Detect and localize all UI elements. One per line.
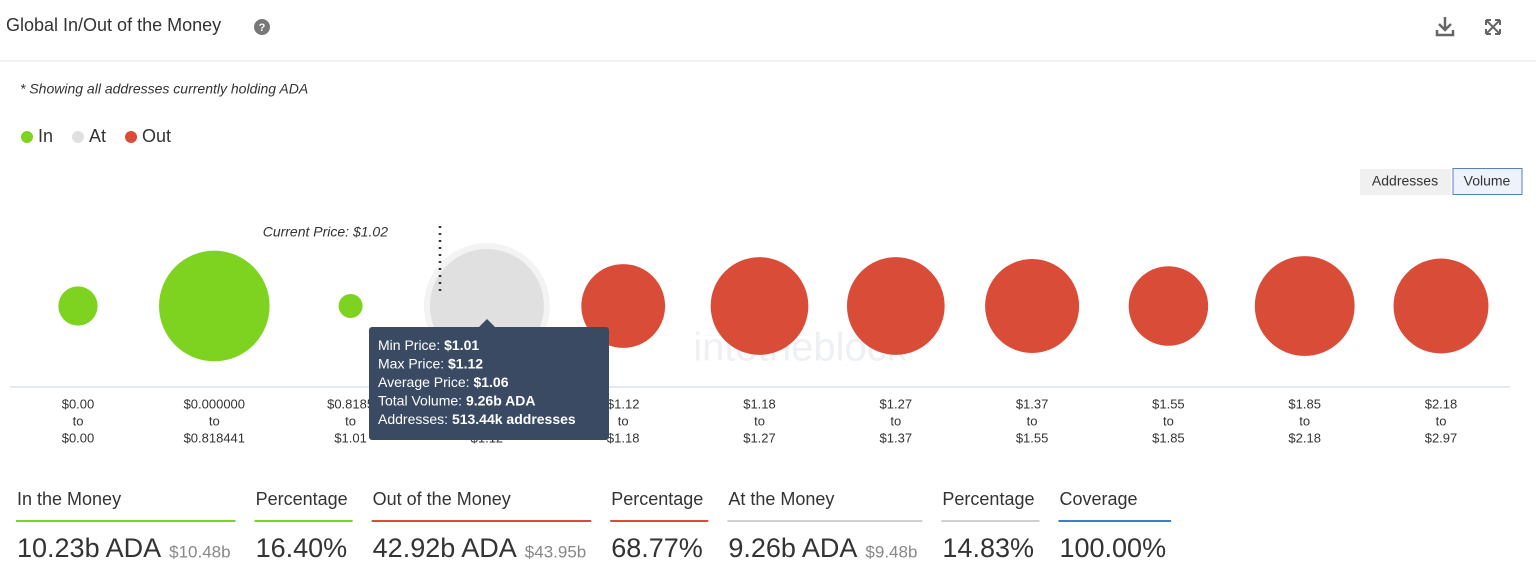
tooltip-row: Total Volume: 9.26b ADA [378,392,535,408]
x-tick-label: $1.18 [607,430,640,445]
bubble [710,257,809,355]
widget-title: Global In/Out of the Money [6,15,221,35]
bubble [985,258,1080,354]
tooltip-box [369,327,609,440]
bubble [58,286,98,326]
note: * Showing all addresses currently holdin… [20,81,308,97]
x-tick-label: to [754,413,765,428]
stat-label: At the Money [728,489,834,509]
current-price-annotation: Current Price: $1.02 [263,224,388,240]
x-tick-label: $1.37 [1016,396,1049,411]
x-tick-label: to [890,413,901,428]
x-tick-label: $1.01 [334,430,367,445]
x-tick-label: $1.85 [1152,430,1185,445]
toggle-addresses[interactable] [1360,169,1451,195]
toggle-volume[interactable] [1452,168,1523,195]
x-tick-label: to [209,413,220,428]
tooltip-row: Average Price: $1.06 [378,374,509,390]
toggle-volume-label: Volume [1464,173,1511,189]
x-tick-label: $0.00 [62,430,95,445]
x-tick-label: $0.000000 [184,396,245,411]
tooltip-key: Min Price: [378,337,440,353]
help-icon[interactable] [254,19,270,35]
stat-label: Percentage [256,489,348,509]
x-tick-label: $1.27 [743,430,776,445]
stat-value: 68.77% [611,533,703,563]
x-tick-label: $0.00 [62,396,95,411]
tooltip-value: $1.12 [448,355,483,371]
bubble [338,294,363,318]
tooltip-value: 513.44k addresses [452,411,576,427]
tooltip-row: Min Price: $1.01 [378,337,479,353]
tooltip-arrow [479,319,495,327]
x-tick-label: to [345,413,356,428]
tooltip-key: Max Price: [378,355,444,371]
x-tick-label: to [1436,413,1447,428]
x-tick-label: $0.818441 [184,430,245,445]
legend-marker [21,131,33,143]
x-tick-label: $1.55 [1152,396,1185,411]
x-tick-label: $1.85 [1288,396,1321,411]
x-tick-label: $1.27 [880,396,913,411]
legend-label: At [89,126,106,146]
download-icon[interactable] [1435,17,1455,37]
x-tick-label: $1.18 [743,396,776,411]
tooltip-key: Addresses: [378,411,448,427]
tooltip-row: Max Price: $1.12 [378,355,483,371]
stat-sub: $10.48b [169,542,230,561]
x-tick-label: $2.18 [1288,430,1321,445]
x-tick-label: $1.55 [1016,430,1049,445]
stat-value: 10.23b ADA [17,533,161,563]
legend-marker [125,131,138,143]
x-tick-label: $1.12 [607,396,640,411]
legend-label: In [38,126,53,146]
stat-value: 14.83% [942,533,1034,563]
x-tick-label: $2.18 [1425,396,1458,411]
stat-label: Percentage [611,489,703,509]
stat-sub: $9.48b [865,542,917,561]
stat-label: Out of the Money [373,489,511,509]
expand-icon[interactable] [1485,19,1501,35]
stat-label: Coverage [1059,489,1137,509]
x-tick-label: to [73,413,84,428]
tooltip-value: $1.01 [444,337,479,353]
legend-marker [72,131,85,143]
bubble-chart: In At Out $0.00 to $0.00 $0.000000 to $0.818441 $… [21,126,1489,445]
x-tick-label: to [1299,413,1310,428]
tooltip-row: Addresses: 513.44k addresses [378,411,576,427]
stat-value: 42.92b ADA [373,533,517,563]
x-tick-label: to [1163,413,1174,428]
bubble [158,250,270,362]
bubble [581,264,666,348]
stat-sub: $43.95b [525,542,586,561]
help-icon-glyph: ? [259,22,266,34]
legend-label: Out [142,126,171,146]
bubble [846,257,945,355]
toggle-addresses-label: Addresses [1372,173,1438,189]
tooltip-value: $1.06 [473,374,508,390]
x-tick-label: $0.8185 [327,396,374,411]
stat-label: Percentage [942,489,1034,509]
summary: In the Money 10.23b ADA $10.48b Percentage 1… [16,489,1172,563]
stat-label: In the Money [17,489,121,509]
stat-value: 16.40% [256,533,348,563]
x-tick-label: $1.37 [880,430,913,445]
tooltip-value: 9.26b ADA [466,392,536,408]
bubble [1254,256,1355,356]
tooltip-key: Average Price: [378,374,470,390]
bubble [1128,266,1209,346]
bubble [1393,258,1489,354]
x-tick-label: to [1027,413,1038,428]
tooltip-key: Total Volume: [378,392,462,408]
x-tick-label: $2.97 [1425,430,1458,445]
stat-value: 100.00% [1059,533,1166,563]
stat-value: 9.26b ADA [728,533,857,563]
x-tick-label: to [618,413,629,428]
